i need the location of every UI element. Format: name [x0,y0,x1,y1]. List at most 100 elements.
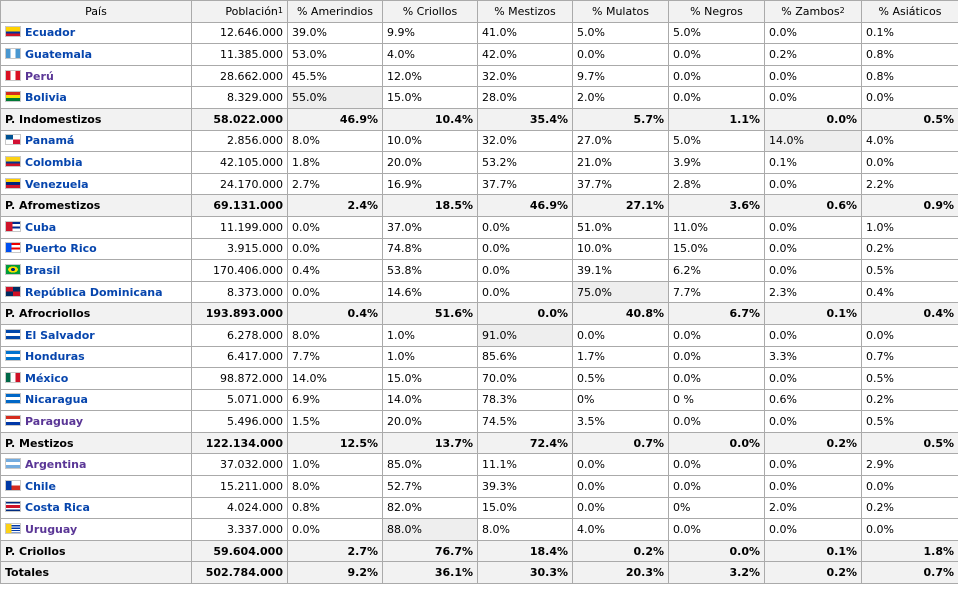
col-header-criollos[interactable]: % Criollos [382,0,478,23]
percent-cell: 27.0% [572,129,669,153]
country-link-chile[interactable]: Chile [25,479,56,493]
percent-cell: 0.0% [572,323,669,347]
country-link-el-salvador[interactable]: El Salvador [25,328,95,342]
country-link-cuba[interactable]: Cuba [25,220,57,234]
table-row: Bolivia 8.329.000 55.0% 15.0% 28.0% 2.0% 0.0% 0… [0,86,958,109]
percent-cell: 0.0% [477,302,573,325]
percent-cell: 76.7% [382,539,478,563]
population-cell: 69.131.000 [191,194,288,217]
country-link-honduras[interactable]: Honduras [25,350,85,364]
percent-cell: 8.0% [477,518,573,541]
percent-cell: 7.7% [287,345,383,369]
percent-cell: 15.0% [382,86,478,109]
percent-cell: 10.0% [382,129,478,153]
population-cell: 12.646.000 [191,21,288,45]
percent-cell: 91.0% [477,323,573,347]
percent-cell: 30.3% [477,561,573,585]
flag-chile-icon [5,479,21,491]
table-row: Perú 28.662.000 45.5% 12.0% 32.0% 9.7% 0.0% 0.0… [0,64,958,88]
percent-cell: 0.0% [668,539,765,563]
percent-cell: 10.4% [382,107,478,131]
country-link-panama[interactable]: Panamá [25,134,75,148]
table-row: Puerto Rico 3.915.000 0.0% 74.8% 0.0% 10.0% 15… [0,237,958,261]
percent-cell: 13.7% [382,431,478,455]
col-header-amerindios[interactable]: % Amerindios [287,0,383,23]
percent-cell: 0.0% [668,518,765,541]
percent-cell: 0.6% [764,388,862,412]
col-header-zambos[interactable]: % Zambos2 [764,0,862,23]
country-link-guatemala[interactable]: Guatemala [25,47,93,61]
country-link-ecuador[interactable]: Ecuador [25,26,76,40]
population-cell: 6.417.000 [191,345,288,369]
population-cell: 42.105.000 [191,151,288,174]
country-cell: Colombia [0,151,192,174]
percent-cell: 15.0% [668,237,765,261]
flag-panama-icon [5,134,21,146]
percent-cell: 1.5% [287,410,383,433]
percent-cell: 0.0% [764,518,862,541]
footnote-2[interactable]: 2 [839,5,845,15]
col-header-mestizos[interactable]: % Mestizos [477,0,573,23]
flag-puerto-rico-icon [5,242,21,254]
country-link-mexico[interactable]: México [25,371,69,385]
percent-cell: 0.5% [861,431,958,455]
col-header-poblacion[interactable]: Población1 [191,0,288,23]
population-cell: 4.024.000 [191,496,288,520]
percent-cell: 4.0% [572,518,669,541]
country-link-bolivia[interactable]: Bolivia [25,91,67,105]
country-link-nicaragua[interactable]: Nicaragua [25,393,88,407]
percent-cell: 78.3% [477,388,573,412]
table-row: Colombia 42.105.000 1.8% 20.0% 53.2% 21.0% 3.9… [0,151,958,174]
percent-cell: 20.0% [382,151,478,174]
percent-cell: 0.4% [861,280,958,304]
percent-cell: 0.0% [668,367,765,390]
country-cell: Costa Rica [0,496,192,520]
percent-cell: 0.1% [861,21,958,45]
country-link-paraguay[interactable]: Paraguay [25,415,83,429]
percent-cell: 6.7% [668,302,765,325]
footnote-1[interactable]: 1 [277,5,283,15]
percent-cell: 39.3% [477,475,573,498]
flag-republica-dominicana-icon [5,285,21,297]
population-cell: 8.373.000 [191,280,288,304]
country-link-brasil[interactable]: Brasil [25,263,61,277]
population-cell: 3.337.000 [191,518,288,541]
percent-cell: 2.2% [861,172,958,196]
flag-venezuela-icon [5,177,21,189]
group-label: P. Criollos [0,539,192,563]
country-link-costa-rica[interactable]: Costa Rica [25,501,90,515]
percent-cell: 0.0% [764,410,862,433]
percent-cell: 37.7% [477,172,573,196]
table-body: Ecuador 12.646.000 39.0% 9.9% 41.0% 5.0% 5.0% 0… [0,21,958,585]
country-link-uruguay[interactable]: Uruguay [25,523,78,537]
population-cell: 58.022.000 [191,107,288,131]
percent-cell: 0.0% [764,215,862,239]
col-header-asiaticos[interactable]: % Asiáticos [861,0,958,23]
percent-cell: 0.0% [764,64,862,88]
col-header-negros[interactable]: % Negros [668,0,765,23]
percent-cell: 1.8% [861,539,958,563]
country-link-puerto-rico[interactable]: Puerto Rico [25,242,97,256]
percent-cell: 0.0% [764,475,862,498]
percent-cell: 0.2% [861,388,958,412]
country-cell: Cuba [0,215,192,239]
country-link-venezuela[interactable]: Venezuela [25,177,89,191]
percent-cell: 0.0% [287,237,383,261]
country-link-republica-dominicana[interactable]: República Dominicana [25,285,163,299]
country-link-colombia[interactable]: Colombia [25,155,83,169]
percent-cell: 1.0% [382,323,478,347]
country-link-peru[interactable]: Perú [25,69,54,83]
percent-cell: 14.0% [764,129,862,153]
group-label: P. Indomestizos [0,107,192,131]
group-label: Totales [0,561,192,585]
percent-cell: 8.0% [287,129,383,153]
percent-cell: 0.5% [861,410,958,433]
col-header-mulatos[interactable]: % Mulatos [572,0,669,23]
country-link-argentina[interactable]: Argentina [25,458,87,472]
percent-cell: 55.0% [287,86,383,109]
total-row: P. Indomestizos 58.022.000 46.9% 10.4% 35.4%… [0,107,958,131]
percent-cell: 0.0% [764,367,862,390]
col-header-pais[interactable]: País [0,0,192,23]
percent-cell: 1.0% [861,215,958,239]
percent-cell: 40.8% [572,302,669,325]
